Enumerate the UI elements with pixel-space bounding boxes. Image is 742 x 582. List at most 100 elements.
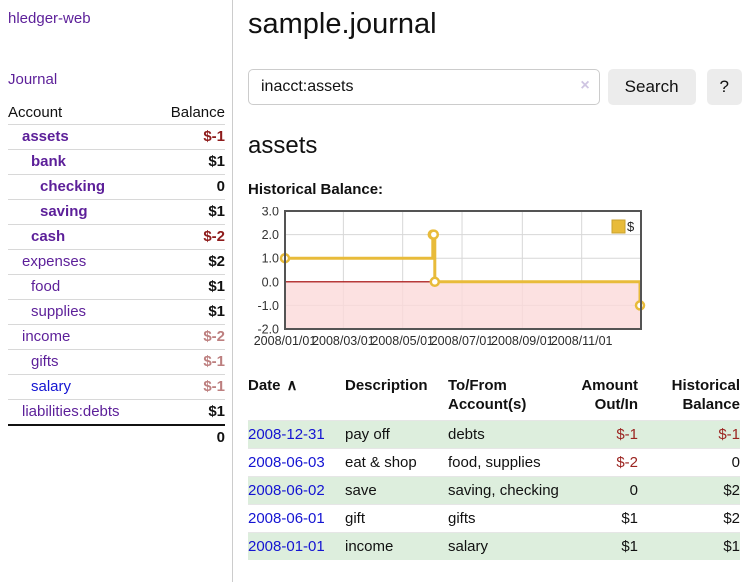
account-row: assets $-1 bbox=[8, 124, 225, 150]
transaction-description: gift bbox=[345, 504, 448, 533]
account-link[interactable]: cash bbox=[31, 228, 66, 245]
transaction-accounts: food, supplies bbox=[448, 448, 559, 477]
legend-label: $ bbox=[627, 219, 635, 234]
transaction-description: save bbox=[345, 476, 448, 505]
account-link[interactable]: checking bbox=[40, 178, 106, 195]
account-row: salary $-1 bbox=[8, 374, 225, 400]
sidebar-item-journal[interactable]: Journal bbox=[8, 71, 58, 88]
account-balance: $1 bbox=[154, 199, 225, 225]
transaction-amount: $-2 bbox=[559, 448, 638, 477]
header-label: Amount Out/In bbox=[581, 377, 638, 413]
brand-link[interactable]: hledger-web bbox=[8, 10, 91, 27]
accounts-total-balance: 0 bbox=[154, 424, 225, 450]
transaction-description: income bbox=[345, 532, 448, 560]
account-balance: $1 bbox=[154, 274, 225, 300]
transaction-accounts: salary bbox=[448, 532, 559, 560]
transaction-date-link[interactable]: 2008-06-02 bbox=[248, 482, 325, 499]
transaction-row: 2008-01-01 income salary $1 $1 bbox=[248, 532, 740, 560]
accounts-header-balance: Balance bbox=[154, 101, 225, 125]
account-link[interactable]: bank bbox=[31, 153, 67, 170]
legend-swatch bbox=[611, 219, 626, 234]
clear-search-icon[interactable]: × bbox=[580, 77, 590, 94]
transaction-amount: $1 bbox=[559, 532, 638, 560]
transaction-amount: $-1 bbox=[559, 420, 638, 449]
account-cell: salary bbox=[8, 374, 155, 400]
header-label: Date bbox=[248, 377, 281, 394]
header-label: Historical Balance bbox=[671, 377, 740, 413]
account-row: expenses $2 bbox=[8, 249, 225, 275]
account-balance: $2 bbox=[154, 249, 225, 275]
header-label: To/From Account(s) bbox=[448, 377, 527, 413]
y-axis-tick-label: -2.0 bbox=[257, 323, 279, 337]
transaction-date-link[interactable]: 2008-12-31 bbox=[248, 426, 325, 443]
y-axis-tick-label: 3.0 bbox=[262, 207, 279, 219]
negative-region bbox=[285, 281, 641, 329]
account-balance: $1 bbox=[154, 299, 225, 325]
account-link[interactable]: liabilities:debts bbox=[22, 403, 120, 420]
register-header-amount-out-in: Amount Out/In bbox=[559, 372, 638, 421]
x-axis-tick-label: 2008/09/01 bbox=[491, 334, 554, 348]
account-row: income $-2 bbox=[8, 324, 225, 350]
account-row: checking 0 bbox=[8, 174, 225, 200]
register-header-historical-balance: Historical Balance bbox=[638, 372, 740, 421]
account-link[interactable]: food bbox=[31, 278, 61, 295]
account-balance: $-1 bbox=[154, 374, 225, 400]
register-header-description: Description bbox=[345, 372, 448, 421]
account-link[interactable]: income bbox=[22, 328, 71, 345]
account-row: gifts $-1 bbox=[8, 349, 225, 375]
account-balance: $-1 bbox=[154, 124, 225, 150]
register-header-row: Date ∧ Description To/From Account(s) Amount… bbox=[248, 372, 740, 421]
account-cell: income bbox=[8, 324, 155, 350]
account-cell: cash bbox=[8, 224, 155, 250]
page-title: sample.journal bbox=[248, 8, 437, 40]
transaction-date-cell: 2008-01-01 bbox=[248, 532, 345, 560]
transaction-date-link[interactable]: 2008-01-01 bbox=[248, 538, 325, 555]
account-link[interactable]: expenses bbox=[22, 253, 87, 270]
accounts-total-row: 0 bbox=[8, 424, 225, 450]
sort-ascending-icon[interactable]: ∧ bbox=[286, 377, 298, 394]
transaction-amount: 0 bbox=[559, 476, 638, 505]
account-link[interactable]: gifts bbox=[31, 353, 59, 370]
account-cell: bank bbox=[8, 149, 155, 175]
transaction-row: 2008-06-03 eat & shop food, supplies $-2 0 bbox=[248, 448, 740, 477]
account-balance: $-2 bbox=[154, 224, 225, 250]
account-row: liabilities:debts $1 bbox=[8, 399, 225, 425]
search-form: × Search ? bbox=[248, 69, 742, 105]
account-cell: supplies bbox=[8, 299, 155, 325]
account-balance: $-1 bbox=[154, 349, 225, 375]
help-button[interactable]: ? bbox=[706, 69, 742, 105]
account-row: bank $1 bbox=[8, 149, 225, 175]
account-link[interactable]: salary bbox=[31, 378, 72, 395]
historical-balance-chart[interactable]: $3.0 2.0 1.0 0.0 -1.0 -2.02008/01/012008/03/0… bbox=[248, 205, 648, 355]
transaction-date-link[interactable]: 2008-06-01 bbox=[248, 510, 325, 527]
account-cell: checking bbox=[8, 174, 155, 200]
transaction-description: pay off bbox=[345, 420, 448, 449]
register-header-date[interactable]: Date ∧ bbox=[248, 372, 345, 421]
account-link[interactable]: saving bbox=[40, 203, 88, 220]
register-table: Date ∧ Description To/From Account(s) Amount… bbox=[248, 372, 740, 560]
data-point-marker[interactable] bbox=[428, 229, 440, 240]
accounts-header-account: Account bbox=[8, 101, 155, 125]
accounts-table: Account Balance assets $-1 bank $1 checking 0… bbox=[8, 101, 225, 450]
search-input[interactable] bbox=[248, 69, 600, 105]
main-content: sample.journal × Search ? assets Histori… bbox=[233, 0, 742, 582]
sidebar: hledger-web Journal Account Balance asse… bbox=[0, 0, 233, 582]
transaction-date-cell: 2008-12-31 bbox=[248, 420, 345, 449]
data-point-marker[interactable] bbox=[429, 276, 441, 288]
search-button[interactable]: Search bbox=[607, 69, 696, 105]
account-balance: 0 bbox=[154, 174, 225, 200]
account-row: food $1 bbox=[8, 274, 225, 300]
transaction-date-link[interactable]: 2008-06-03 bbox=[248, 454, 325, 471]
account-balance: $-2 bbox=[154, 324, 225, 350]
account-link[interactable]: assets bbox=[22, 128, 69, 145]
y-axis-tick-label: 2.0 bbox=[262, 228, 279, 242]
account-cell: expenses bbox=[8, 249, 155, 275]
account-link[interactable]: supplies bbox=[31, 303, 87, 320]
account-cell: assets bbox=[8, 124, 155, 150]
account-balance: $1 bbox=[154, 149, 225, 175]
x-axis-tick-label: 2008/05/01 bbox=[371, 334, 434, 348]
transaction-row: 2008-12-31 pay off debts $-1 $-1 bbox=[248, 420, 740, 449]
register-header-to-from-account-s-: To/From Account(s) bbox=[448, 372, 559, 421]
account-row: saving $1 bbox=[8, 199, 225, 225]
